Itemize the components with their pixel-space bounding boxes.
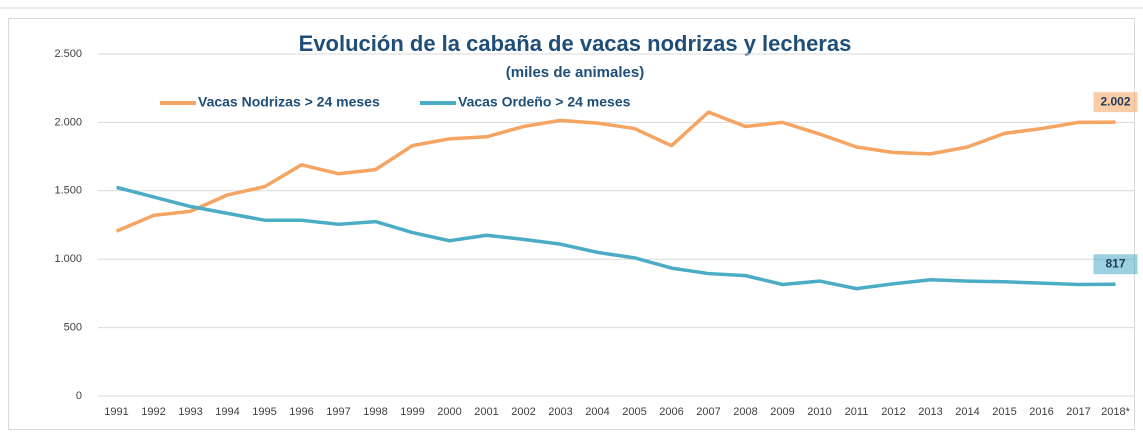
x-tick-label: 1996 — [289, 406, 313, 418]
x-tick-label: 1997 — [326, 406, 350, 418]
x-tick-label: 1995 — [252, 406, 276, 418]
x-tick-label: 2003 — [548, 406, 572, 418]
x-tick-label: 2017 — [1066, 406, 1090, 418]
chart-subtitle: (miles de animales) — [506, 64, 644, 81]
x-tick-label: 2014 — [955, 406, 979, 418]
frame — [8, 18, 1135, 430]
x-tick-label: 2002 — [511, 406, 535, 418]
series-line — [116, 185, 1116, 291]
y-tick-label: 1.500 — [54, 185, 82, 197]
y-tick-label: 2.500 — [54, 48, 82, 60]
x-tick-label: 1999 — [400, 406, 424, 418]
x-tick-label: 2018* — [1101, 406, 1130, 418]
y-tick-label: 0 — [76, 390, 82, 402]
x-tick-label: 2012 — [881, 406, 905, 418]
x-tick-label: 2011 — [845, 406, 869, 418]
x-tick-label: 2016 — [1029, 406, 1053, 418]
x-tick-label: 2001 — [474, 406, 498, 418]
x-tick-label: 1998 — [363, 406, 387, 418]
y-tick-label: 500 — [64, 322, 82, 334]
x-tick-label: 2009 — [770, 406, 794, 418]
value-label: 2.002 — [1100, 94, 1130, 108]
y-tick-label: 1.000 — [54, 253, 82, 265]
x-tick-label: 2007 — [696, 406, 720, 418]
x-tick-label: 2005 — [622, 406, 646, 418]
value-label-box — [1093, 254, 1138, 275]
x-tick-label: 1994 — [215, 406, 239, 418]
x-tick-label: 1991 — [104, 406, 128, 418]
x-tick-label: 2015 — [992, 406, 1016, 418]
legend-label: Vacas Nodrizas > 24 meses — [198, 94, 380, 110]
x-tick-label: 2000 — [437, 406, 461, 418]
x-tick-label: 2006 — [659, 406, 683, 418]
value-label: 817 — [1105, 256, 1125, 270]
x-tick-label: 2008 — [733, 406, 757, 418]
value-label-box — [1093, 92, 1138, 113]
x-tick-label: 2010 — [807, 406, 831, 418]
chart-title: Evolución de la cabaña de vacas nodrizas… — [299, 31, 852, 56]
x-tick-label: 1992 — [141, 406, 165, 418]
series-line — [115, 110, 1116, 233]
x-tick-label: 2013 — [918, 406, 942, 418]
y-tick-label: 2.000 — [54, 116, 82, 128]
x-tick-label: 1993 — [178, 406, 202, 418]
x-tick-label: 2004 — [585, 406, 609, 418]
legend-label: Vacas Ordeño > 24 meses — [458, 94, 631, 110]
